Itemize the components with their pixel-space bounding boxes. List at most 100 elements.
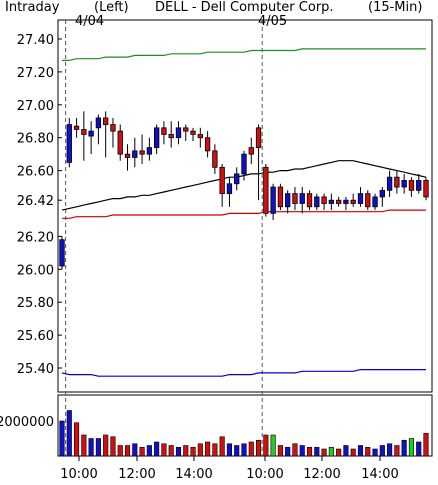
volume-bar bbox=[154, 441, 160, 457]
time-tick-label: 12:00 bbox=[118, 467, 155, 482]
volume-bar bbox=[241, 443, 247, 457]
candle-body bbox=[321, 196, 327, 204]
volume-bar bbox=[314, 446, 320, 457]
volume-bar bbox=[110, 436, 116, 457]
volume-bar bbox=[306, 446, 313, 457]
candle-body bbox=[110, 124, 116, 132]
price-tick-label: 26.20 bbox=[17, 230, 54, 245]
volume-bar bbox=[103, 434, 109, 457]
candle-body bbox=[386, 176, 393, 191]
candle-body bbox=[270, 186, 276, 214]
candle-body bbox=[263, 166, 269, 214]
volume-bar bbox=[139, 446, 145, 457]
candle-body bbox=[88, 130, 94, 137]
candle-body bbox=[328, 199, 335, 204]
candle-body bbox=[190, 130, 196, 135]
candle-body bbox=[408, 180, 415, 191]
axis-mode-label: (Left) bbox=[94, 0, 129, 15]
candle-body bbox=[73, 125, 80, 130]
time-tick-label: 10:00 bbox=[60, 467, 97, 482]
price-tick-label: 25.60 bbox=[17, 329, 54, 344]
price-tick-label: 26.60 bbox=[17, 165, 54, 180]
volume-bar bbox=[292, 443, 298, 457]
time-tick-label: 12:00 bbox=[303, 467, 340, 482]
volume-bar bbox=[379, 445, 385, 457]
candle-body bbox=[219, 166, 225, 195]
candle-body bbox=[365, 193, 371, 208]
candle-body bbox=[357, 193, 364, 204]
candle-body bbox=[212, 150, 218, 168]
volume-bar bbox=[81, 434, 87, 457]
candle-body bbox=[343, 199, 349, 204]
candle-body bbox=[66, 124, 72, 163]
volume-bar bbox=[285, 446, 291, 457]
date-label-day1: 4/04 bbox=[75, 14, 105, 29]
chart-type-label: Intraday bbox=[5, 0, 60, 15]
candle-body bbox=[248, 147, 254, 155]
candle-body bbox=[153, 127, 160, 148]
date-label-day2: 4/05 bbox=[258, 14, 288, 29]
candle-body bbox=[132, 150, 138, 158]
candle-body bbox=[226, 183, 233, 195]
price-tick-label: 27.00 bbox=[17, 99, 54, 114]
volume-bar bbox=[205, 441, 211, 457]
candle-body bbox=[139, 150, 145, 155]
candle-body bbox=[423, 180, 429, 198]
volume-bar bbox=[132, 443, 138, 457]
volume-bar bbox=[161, 443, 167, 457]
candle-body bbox=[292, 193, 298, 204]
volume-bar bbox=[66, 410, 72, 457]
volume-bar bbox=[183, 445, 189, 457]
candle-body bbox=[255, 127, 262, 148]
candle-body bbox=[234, 173, 240, 185]
volume-bar bbox=[248, 441, 254, 457]
price-tick-label: 26.42 bbox=[17, 194, 54, 209]
candle-body bbox=[394, 176, 400, 188]
price-tick-label: 25.80 bbox=[17, 296, 54, 311]
volume-bar bbox=[270, 434, 276, 457]
volume-bar bbox=[350, 448, 356, 457]
candle-body bbox=[117, 130, 123, 155]
candle-body bbox=[124, 153, 131, 158]
candle-body bbox=[401, 180, 407, 188]
candle-body bbox=[314, 196, 320, 208]
candle-body bbox=[175, 127, 182, 139]
candle-body bbox=[350, 199, 356, 204]
candle-body bbox=[59, 239, 65, 267]
candle-body bbox=[146, 147, 153, 155]
candle-body bbox=[197, 134, 203, 139]
volume-bar bbox=[146, 445, 152, 457]
volume-bar bbox=[190, 446, 196, 457]
price-tick-label: 25.40 bbox=[17, 362, 54, 377]
volume-bar bbox=[394, 445, 400, 457]
volume-bar bbox=[88, 438, 94, 457]
volume-bar bbox=[219, 436, 225, 457]
candle-body bbox=[306, 193, 313, 208]
overlay-line-4 bbox=[61, 369, 426, 377]
volume-bar bbox=[299, 445, 305, 457]
volume-bar bbox=[117, 445, 123, 457]
volume-bar bbox=[226, 443, 232, 457]
candle-body bbox=[379, 189, 385, 198]
volume-bar bbox=[365, 446, 371, 457]
candle-body bbox=[335, 199, 342, 204]
volume-bar bbox=[416, 441, 422, 457]
candle-body bbox=[285, 193, 291, 208]
price-tick-label: 26.00 bbox=[17, 263, 54, 278]
candle-body bbox=[241, 153, 247, 175]
candle-body bbox=[299, 193, 305, 204]
candle-body bbox=[204, 137, 211, 152]
time-tick-label: 14:00 bbox=[361, 467, 398, 482]
interval-label: (15-Min) bbox=[368, 0, 423, 15]
volume-bar bbox=[408, 438, 414, 457]
volume-bar bbox=[197, 443, 203, 457]
candle-body bbox=[168, 134, 174, 139]
price-tick-label: 27.40 bbox=[17, 33, 54, 48]
volume-bar bbox=[423, 432, 429, 457]
volume-bar bbox=[212, 443, 218, 457]
candle-body bbox=[103, 117, 109, 125]
volume-bar bbox=[387, 443, 393, 457]
volume-bar bbox=[124, 445, 131, 457]
volume-bar bbox=[256, 439, 262, 457]
